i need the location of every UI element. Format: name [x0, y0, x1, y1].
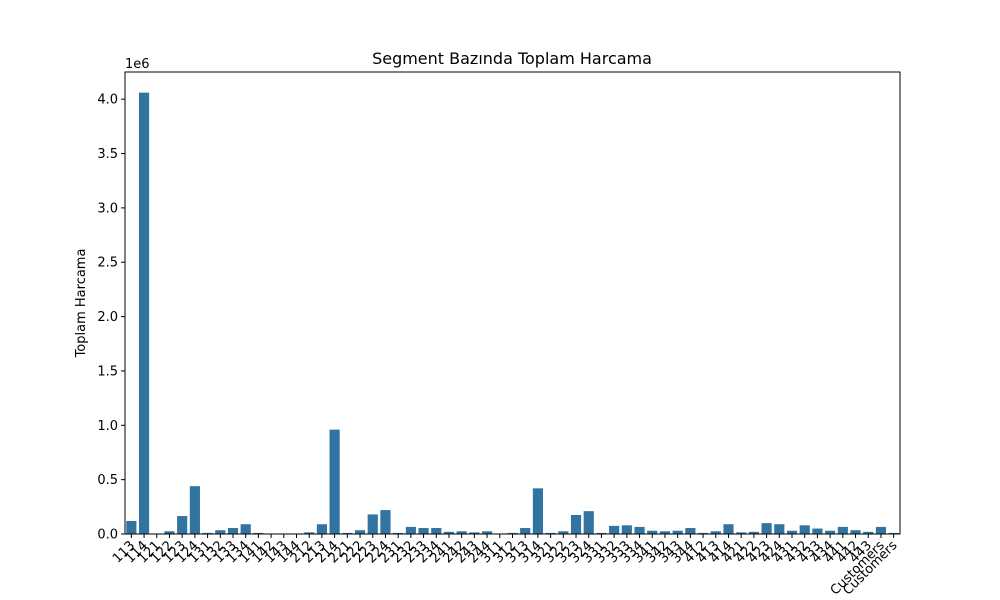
- plot-frame: [124, 71, 901, 535]
- bar-17: [342, 532, 353, 534]
- y-tick-label: 1.0: [97, 419, 118, 434]
- bar-18: [354, 530, 366, 534]
- bar-19: [367, 514, 378, 534]
- bar-38: [609, 525, 620, 534]
- y-tick-label: 3.0: [97, 201, 118, 216]
- bar-58: [863, 531, 874, 534]
- bar-3: [164, 531, 175, 534]
- y-tick-label: 0.0: [97, 528, 118, 543]
- bar-0: [126, 520, 137, 534]
- y-tick-label: 3.5: [97, 147, 118, 162]
- bar-10: [253, 532, 264, 534]
- bar-1: [138, 92, 150, 535]
- bar-57: [850, 530, 861, 534]
- y-tick-label: 0.5: [97, 473, 118, 488]
- bar-25: [443, 531, 455, 534]
- bar-43: [672, 530, 683, 534]
- bar-39: [621, 525, 632, 534]
- bar-53: [799, 525, 810, 534]
- bar-23: [418, 528, 429, 534]
- bar-14: [304, 532, 315, 534]
- bar-59: [875, 526, 887, 534]
- bar-28: [482, 531, 493, 534]
- y-tick-label: 2.0: [97, 310, 118, 325]
- x-ticks-group: 1131141211221231241311321331341411421431…: [110, 534, 901, 598]
- y-ticks-group: 0.0 0.5 1.0 1.5 2.0 2.5 3.0 3.5 4.0: [97, 93, 125, 543]
- bar-46: [710, 531, 721, 534]
- bar-33: [545, 532, 556, 534]
- bar-34: [558, 531, 569, 534]
- bar-21: [393, 532, 404, 534]
- chart-title: Segment Bazında Toplam Harcama: [372, 49, 652, 68]
- bar-22: [405, 526, 416, 534]
- bar-44: [685, 528, 696, 534]
- bar-54: [812, 528, 823, 534]
- bar-45: [697, 532, 709, 534]
- bar-47: [723, 524, 734, 534]
- bar-9: [240, 524, 251, 534]
- bar-8: [227, 528, 239, 534]
- bar-50: [761, 523, 772, 534]
- bar-7: [215, 530, 226, 534]
- bar-32: [532, 488, 543, 534]
- bar-60: [888, 532, 899, 534]
- bar-40: [634, 526, 645, 534]
- bar-24: [431, 528, 442, 534]
- bar-16: [329, 429, 340, 534]
- bar-27: [469, 532, 480, 534]
- bar-42: [659, 531, 671, 534]
- bar-36: [583, 511, 594, 534]
- bar-20: [380, 510, 391, 534]
- y-tick-label: 4.0: [97, 93, 118, 108]
- bar-37: [596, 532, 607, 534]
- bar-6: [202, 532, 213, 534]
- y-tick-label: 1.5: [97, 364, 118, 379]
- y-scale-label: 1e6: [125, 57, 150, 72]
- bar-48: [736, 532, 747, 534]
- y-axis-label: Toplam Harcama: [74, 249, 89, 359]
- bar-31: [520, 528, 531, 534]
- bars-group: [126, 92, 899, 535]
- bar-52: [786, 530, 798, 534]
- bar-35: [570, 514, 582, 534]
- bar-56: [837, 526, 848, 534]
- bar-30: [507, 532, 518, 534]
- bar-49: [748, 531, 759, 534]
- y-tick-label: 2.5: [97, 256, 118, 271]
- bar-26: [456, 531, 467, 534]
- bar-51: [774, 524, 785, 534]
- bar-5: [189, 486, 200, 534]
- bar-15: [316, 524, 327, 534]
- bar-4: [177, 516, 188, 534]
- bar-41: [647, 530, 658, 534]
- bar-55: [825, 530, 836, 534]
